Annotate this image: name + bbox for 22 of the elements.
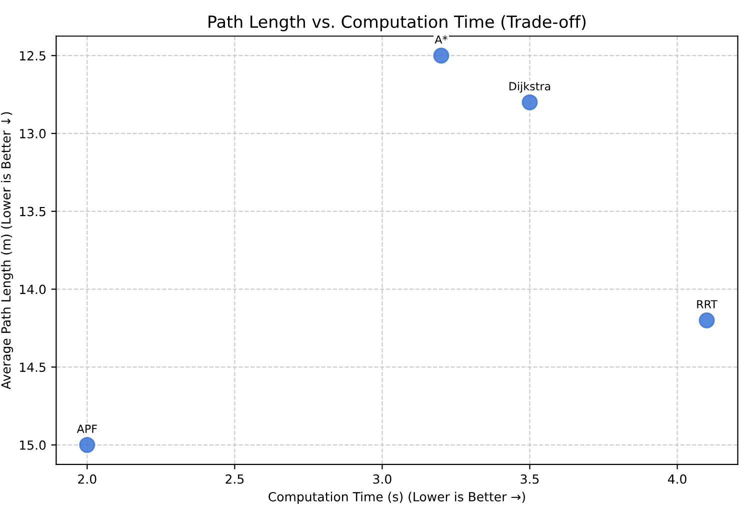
- x-tick-label: 3.5: [520, 474, 539, 484]
- annotation: RRT: [697, 300, 718, 308]
- annotation: A*: [434, 35, 448, 44]
- x-tick-label: 4.0: [668, 474, 686, 484]
- point: [522, 94, 538, 110]
- y-axis-title: Average Path Length (m) (Lower is Better ↓): [0, 112, 14, 390]
- annotation: APF: [76, 424, 97, 433]
- y-tick-label: 14.0: [20, 284, 46, 294]
- x-tick-label: 3.0: [373, 474, 392, 484]
- chart-title: Path Length vs. Computation Time (Trade-off): [208, 15, 586, 32]
- y-tick-label: 13.5: [20, 206, 46, 216]
- y-tick-label: 12.5: [20, 51, 46, 61]
- annotation: Dijkstra: [509, 82, 550, 93]
- x-axis-title: Computation Time (s) (Lower is Better →): [268, 492, 525, 504]
- y-tick-label: 15.0: [20, 440, 46, 450]
- point: [79, 436, 96, 453]
- point: [698, 312, 715, 328]
- x-tick-label: 2.0: [78, 474, 96, 484]
- y-tick-label: 14.5: [20, 362, 46, 372]
- y-tick-label: 13.0: [20, 128, 46, 138]
- x-tick-label: 2.5: [226, 474, 244, 484]
- point: [433, 48, 450, 64]
